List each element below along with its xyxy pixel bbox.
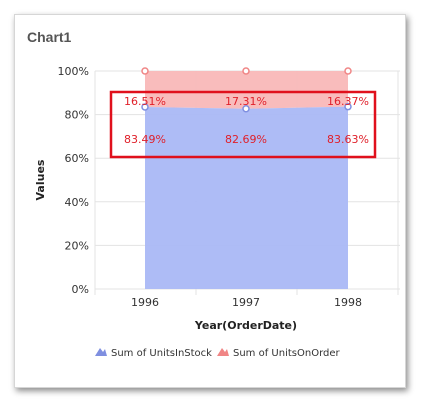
- legend-units-in-stock-icon: [95, 348, 107, 356]
- y-axis-title: Values: [34, 159, 47, 200]
- data-label-units-on-order: 16.37%: [327, 95, 369, 108]
- y-tick-label: 100%: [58, 65, 89, 78]
- x-axis-title: Year(OrderDate): [194, 319, 297, 332]
- data-label-units-in-stock: 83.63%: [327, 133, 369, 146]
- data-label-units-on-order: 17.31%: [225, 95, 267, 108]
- y-tick-label: 80%: [65, 109, 89, 122]
- chart-title: Chart1: [27, 29, 72, 45]
- x-tick-label: 1997: [232, 296, 260, 309]
- x-tick-label: 1996: [131, 296, 159, 309]
- area-units-in-stock: [145, 106, 348, 289]
- y-tick-label: 60%: [65, 152, 89, 165]
- chart-card: Chart1 0% 20% 40% 60% 80% 100% 1996 1997 1998 Yea…: [14, 14, 406, 388]
- point-units-on-order: [141, 67, 149, 75]
- point-units-in-stock: [242, 104, 250, 113]
- legend-units-on-order-label: Sum of UnitsOnOrder: [233, 348, 341, 359]
- y-tick-label: 20%: [65, 239, 89, 252]
- point-units-in-stock: [141, 103, 149, 111]
- chart-svg: 0% 20% 40% 60% 80% 100% 1996 1997 1998 Year(Order…: [34, 65, 400, 359]
- y-tick-label: 0%: [72, 283, 89, 296]
- data-label-units-in-stock: 83.49%: [124, 133, 166, 146]
- highlight-box: [109, 90, 377, 159]
- legend-units-in-stock-label: Sum of UnitsInStock: [111, 348, 212, 359]
- point-units-in-stock: [344, 102, 352, 111]
- y-tick-label: 40%: [65, 196, 89, 209]
- point-units-on-order: [242, 67, 250, 75]
- area-units-on-order: [145, 71, 348, 109]
- legend-units-on-order-icon: [217, 348, 229, 356]
- data-label-units-on-order: 16.51%: [124, 95, 166, 108]
- x-tick-label: 1998: [334, 296, 362, 309]
- data-label-units-in-stock: 82.69%: [225, 133, 267, 146]
- point-units-on-order: [344, 67, 352, 75]
